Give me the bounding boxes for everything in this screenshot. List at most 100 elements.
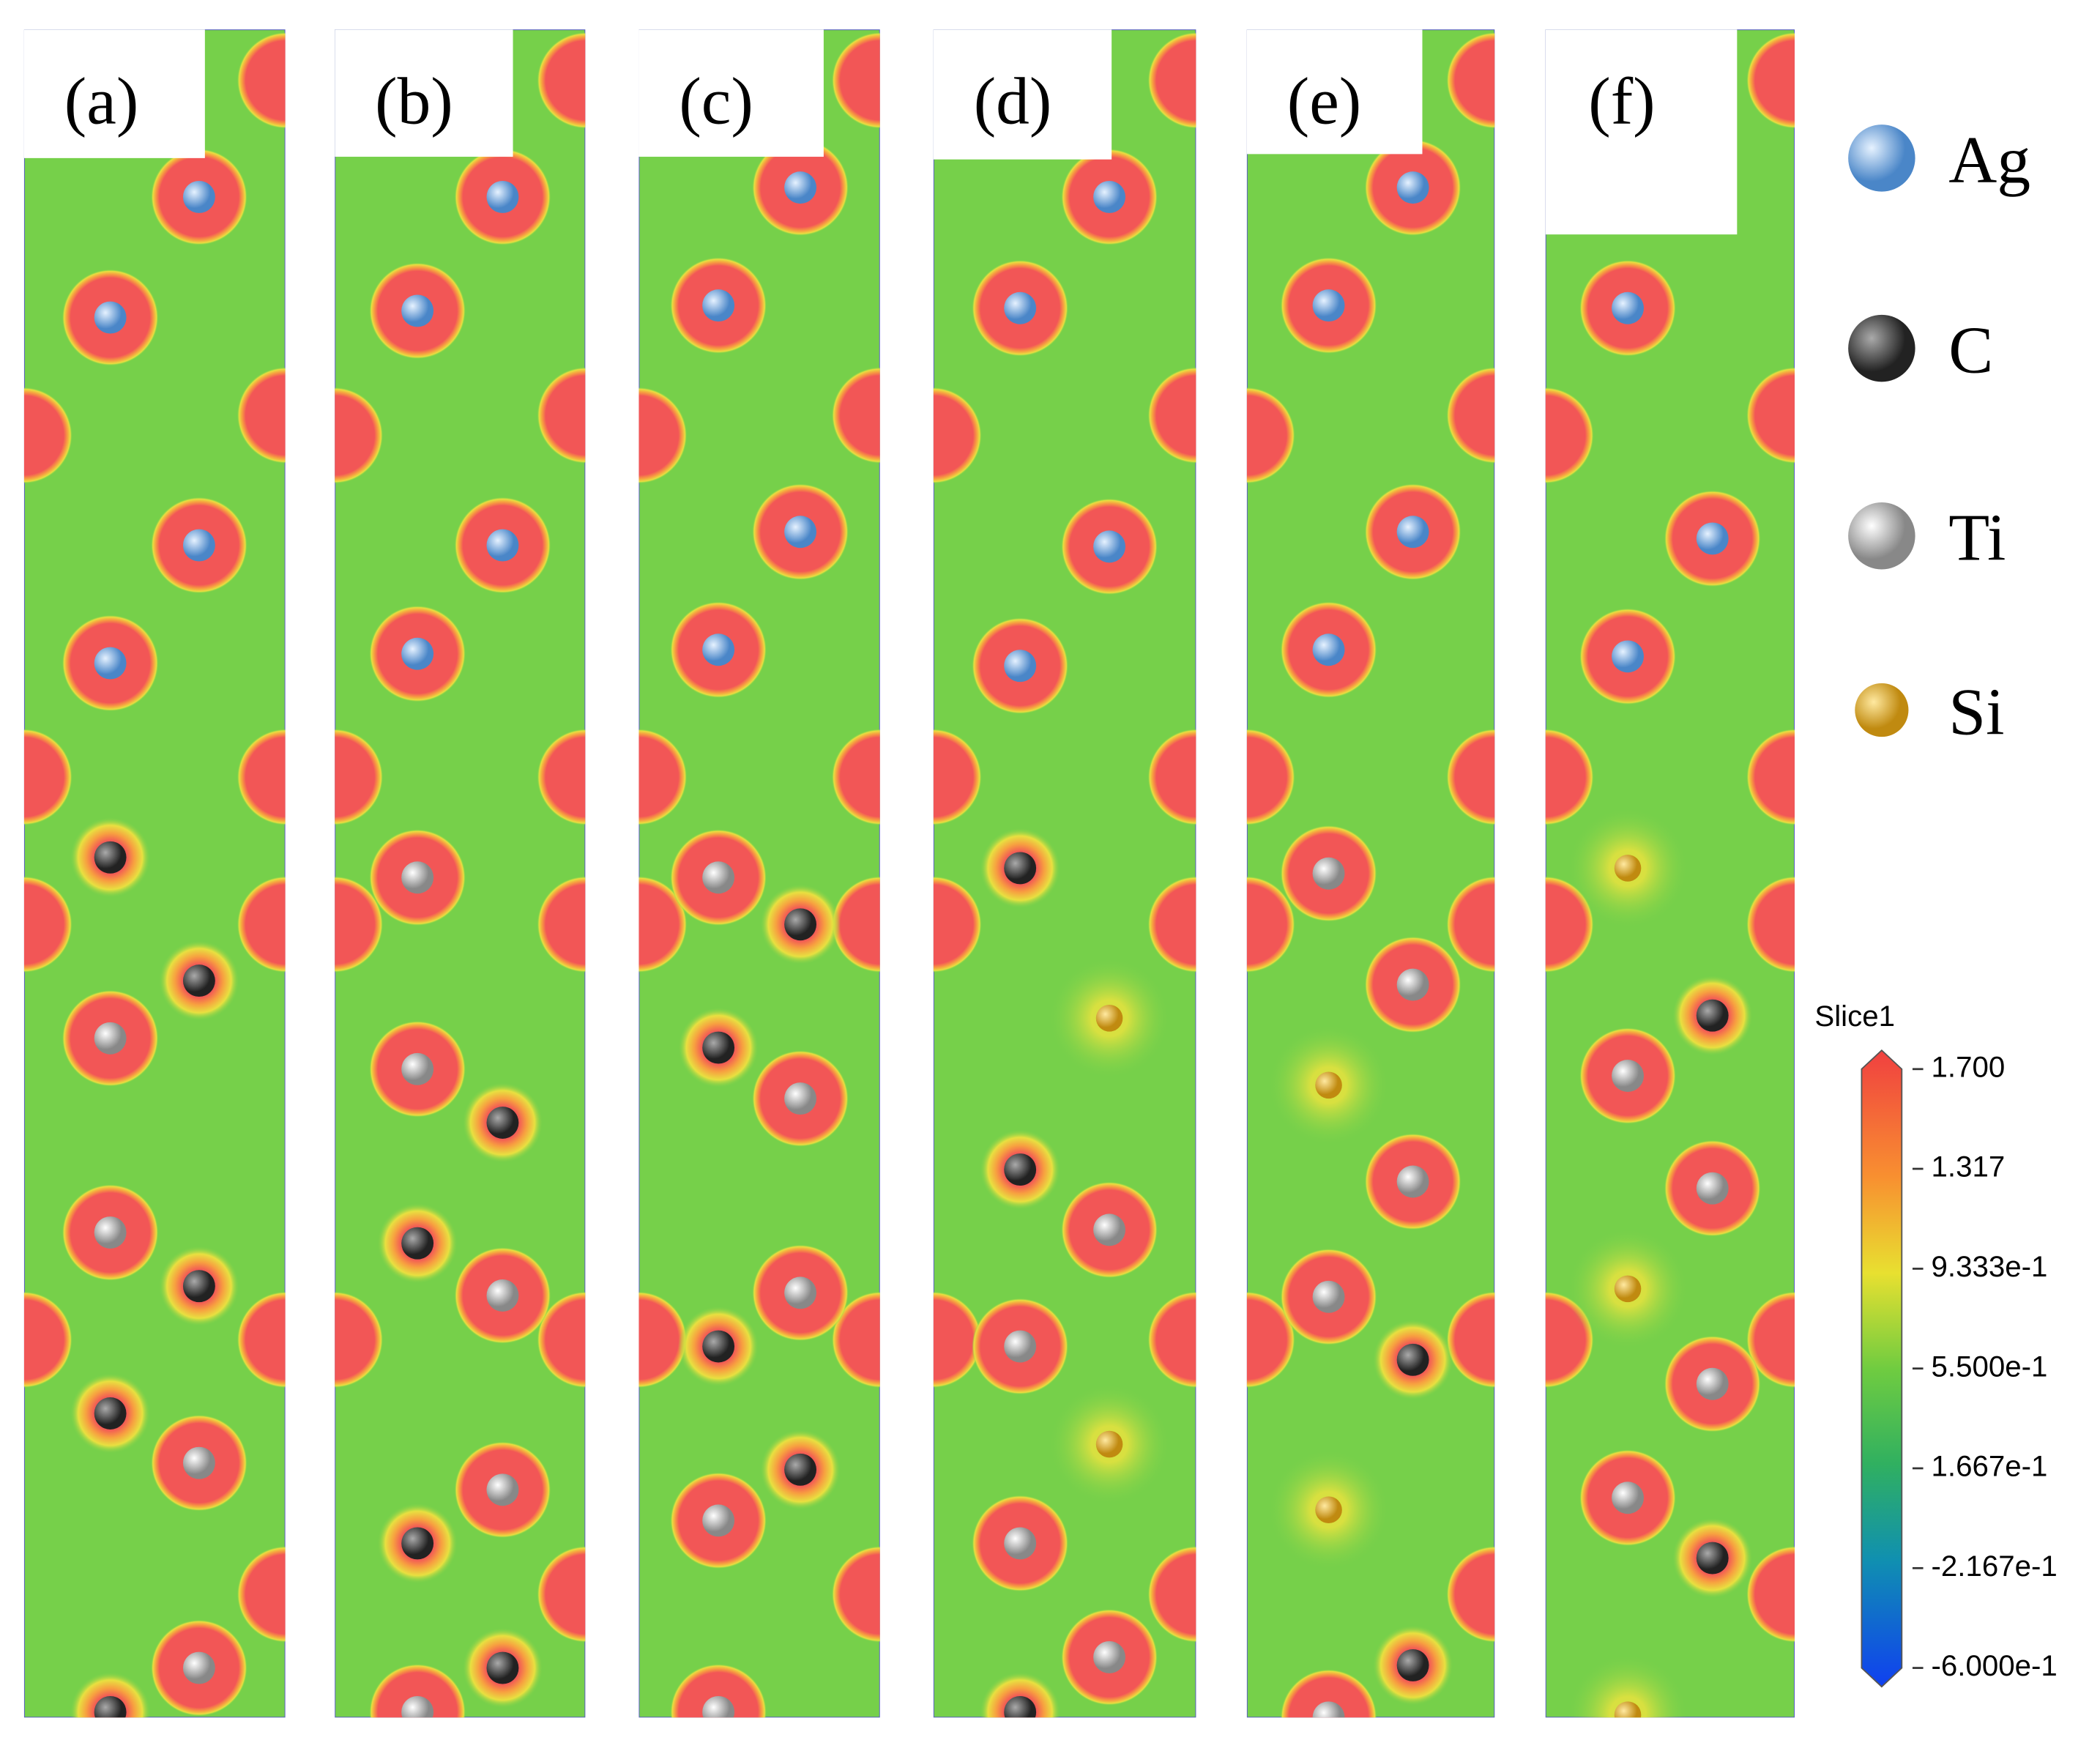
edge-halo xyxy=(537,876,586,973)
edge-halo xyxy=(335,387,384,484)
atom xyxy=(1696,999,1729,1032)
label-box xyxy=(1545,29,1738,235)
edge-halo xyxy=(1246,1291,1295,1388)
atom xyxy=(1004,650,1037,683)
panel xyxy=(1545,29,1795,1718)
atom-halo xyxy=(670,1664,767,1718)
atom xyxy=(1004,1696,1037,1718)
label-box xyxy=(1246,29,1423,155)
edge-halo xyxy=(335,1291,384,1388)
edge-halo xyxy=(537,367,586,464)
edge-halo xyxy=(1446,31,1495,129)
atom xyxy=(182,964,215,997)
atom xyxy=(784,908,817,941)
atom xyxy=(1396,1648,1429,1681)
atom xyxy=(486,1651,519,1684)
atom xyxy=(1315,1071,1342,1099)
edge-halo xyxy=(831,31,880,129)
edge-halo xyxy=(831,1291,880,1388)
legend-label: C xyxy=(1948,313,1993,387)
legend-atom xyxy=(1848,124,1915,192)
edge-halo xyxy=(638,876,688,973)
label-box xyxy=(335,29,513,157)
atom xyxy=(1396,171,1429,204)
edge-halo xyxy=(831,729,880,825)
atom xyxy=(1612,1482,1644,1514)
atom xyxy=(94,1397,127,1430)
panel xyxy=(638,29,880,1718)
atom xyxy=(401,1227,434,1260)
atom-halo xyxy=(1567,1654,1688,1718)
atom xyxy=(1093,1213,1126,1246)
edge-halo xyxy=(933,1291,982,1388)
atom xyxy=(1095,1430,1123,1458)
atom xyxy=(702,1031,735,1064)
atom xyxy=(1312,289,1345,322)
atom xyxy=(1396,1165,1429,1198)
edge-halo xyxy=(1446,1546,1495,1643)
edge-halo xyxy=(1147,876,1196,973)
atom-halo xyxy=(369,1664,466,1718)
atom xyxy=(1093,1640,1126,1673)
atom xyxy=(1612,640,1644,673)
edge-halo xyxy=(1147,31,1196,129)
panel xyxy=(335,29,586,1718)
colorbar-tick-label: -2.167e-1 xyxy=(1932,1550,2058,1583)
edge-halo xyxy=(23,729,72,825)
atom xyxy=(94,647,127,680)
edge-halo xyxy=(1147,729,1196,825)
panel-label: (a) xyxy=(64,63,139,138)
atom xyxy=(1614,1275,1642,1303)
edge-halo xyxy=(1746,31,1795,129)
label-box xyxy=(933,29,1112,160)
edge-halo xyxy=(537,1291,586,1388)
edge-halo xyxy=(1246,729,1295,825)
edge-halo xyxy=(23,1291,72,1388)
edge-halo xyxy=(1147,1546,1196,1643)
panel-label: (c) xyxy=(679,63,753,138)
colorbar-tick-label: 5.500e-1 xyxy=(1932,1350,2048,1383)
panel xyxy=(933,29,1196,1718)
atom xyxy=(1696,1172,1729,1205)
atom xyxy=(182,1446,215,1479)
atom xyxy=(1004,852,1037,885)
edge-halo xyxy=(933,387,982,484)
edge-halo xyxy=(1446,876,1495,973)
edge-halo xyxy=(537,31,586,129)
atom xyxy=(94,1696,127,1718)
edge-halo xyxy=(537,1546,586,1643)
atom xyxy=(702,861,735,894)
edge-halo xyxy=(638,729,688,825)
panel xyxy=(23,29,286,1718)
edge-halo xyxy=(831,876,880,973)
atom xyxy=(182,529,215,562)
edge-halo xyxy=(237,367,286,464)
atom xyxy=(486,1107,519,1139)
atom xyxy=(401,637,434,670)
edge-halo xyxy=(335,876,384,973)
edge-halo xyxy=(1446,1291,1495,1388)
atom xyxy=(182,1270,215,1303)
legend-atom xyxy=(1848,314,1915,382)
atom xyxy=(784,516,817,549)
panel-label: (e) xyxy=(1287,63,1362,138)
atom xyxy=(1696,522,1729,555)
atom xyxy=(702,1696,735,1718)
atom xyxy=(702,289,735,322)
atom xyxy=(1004,291,1037,324)
edge-halo xyxy=(23,387,72,484)
atom xyxy=(1004,1153,1037,1186)
atom xyxy=(702,633,735,666)
atom xyxy=(94,1216,127,1249)
label-box xyxy=(23,29,205,158)
atom xyxy=(1004,1527,1037,1560)
colorbar-title: Slice1 xyxy=(1814,1000,1895,1033)
edge-halo xyxy=(1246,876,1295,973)
edge-halo xyxy=(335,729,384,825)
atom xyxy=(94,1022,127,1055)
panel-label: (b) xyxy=(375,63,453,138)
edge-halo xyxy=(237,1546,286,1643)
atom xyxy=(1093,530,1126,563)
